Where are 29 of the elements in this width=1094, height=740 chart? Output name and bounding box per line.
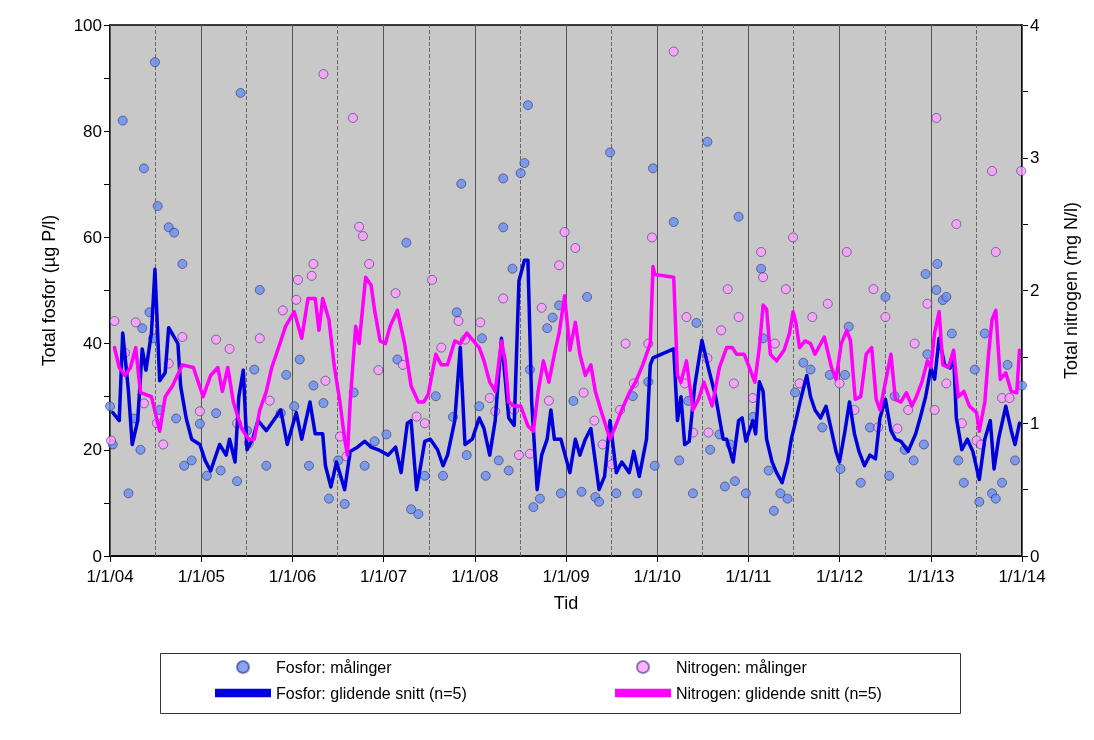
- y-tick-label: 20: [83, 440, 102, 460]
- y2-tick-label: 1: [1030, 413, 1040, 433]
- x-tick-label: 1/1/04: [86, 567, 134, 586]
- y2-tick-label: 2: [1030, 281, 1040, 300]
- x-tick-label: 1/1/13: [907, 567, 955, 586]
- y2-tick-label: 3: [1030, 148, 1040, 168]
- legend-label: Fosfor: glidende snitt (n=5): [276, 684, 467, 702]
- x-axis-title: Tid: [553, 593, 579, 613]
- x-tick-label: 1/1/05: [177, 567, 226, 586]
- x-tick-label: 1/1/09: [542, 567, 590, 586]
- legend-label: Nitrogen: målinger: [676, 658, 808, 676]
- y-tick-label: 60: [83, 227, 102, 247]
- y2-axis-title: Total nitrogen (mg N/l): [1061, 201, 1081, 380]
- x-tick-label: 1/1/08: [451, 567, 499, 586]
- x-tick-label: 1/1/14: [998, 567, 1046, 586]
- x-tick-label: 1/1/06: [268, 567, 317, 586]
- y2-tick-label: 0: [1030, 546, 1040, 566]
- y-tick-label: 40: [83, 334, 102, 354]
- x-tick-label: 1/1/12: [815, 567, 864, 586]
- y-axis-title: Total fosfor (µg P/l): [39, 214, 59, 367]
- y-tick-label: 80: [83, 121, 102, 141]
- legend-label: Fosfor: målinger: [276, 658, 393, 676]
- legend-label: Nitrogen: glidende snitt (n=5): [676, 684, 882, 702]
- x-tick-label: 1/1/11: [725, 567, 772, 586]
- y-tick-label: 0: [92, 546, 102, 566]
- y2-tick-label: 4: [1030, 15, 1040, 35]
- x-tick-label: 1/1/10: [633, 567, 681, 586]
- x-tick-label: 1/1/07: [359, 567, 408, 586]
- y-tick-label: 100: [73, 15, 102, 35]
